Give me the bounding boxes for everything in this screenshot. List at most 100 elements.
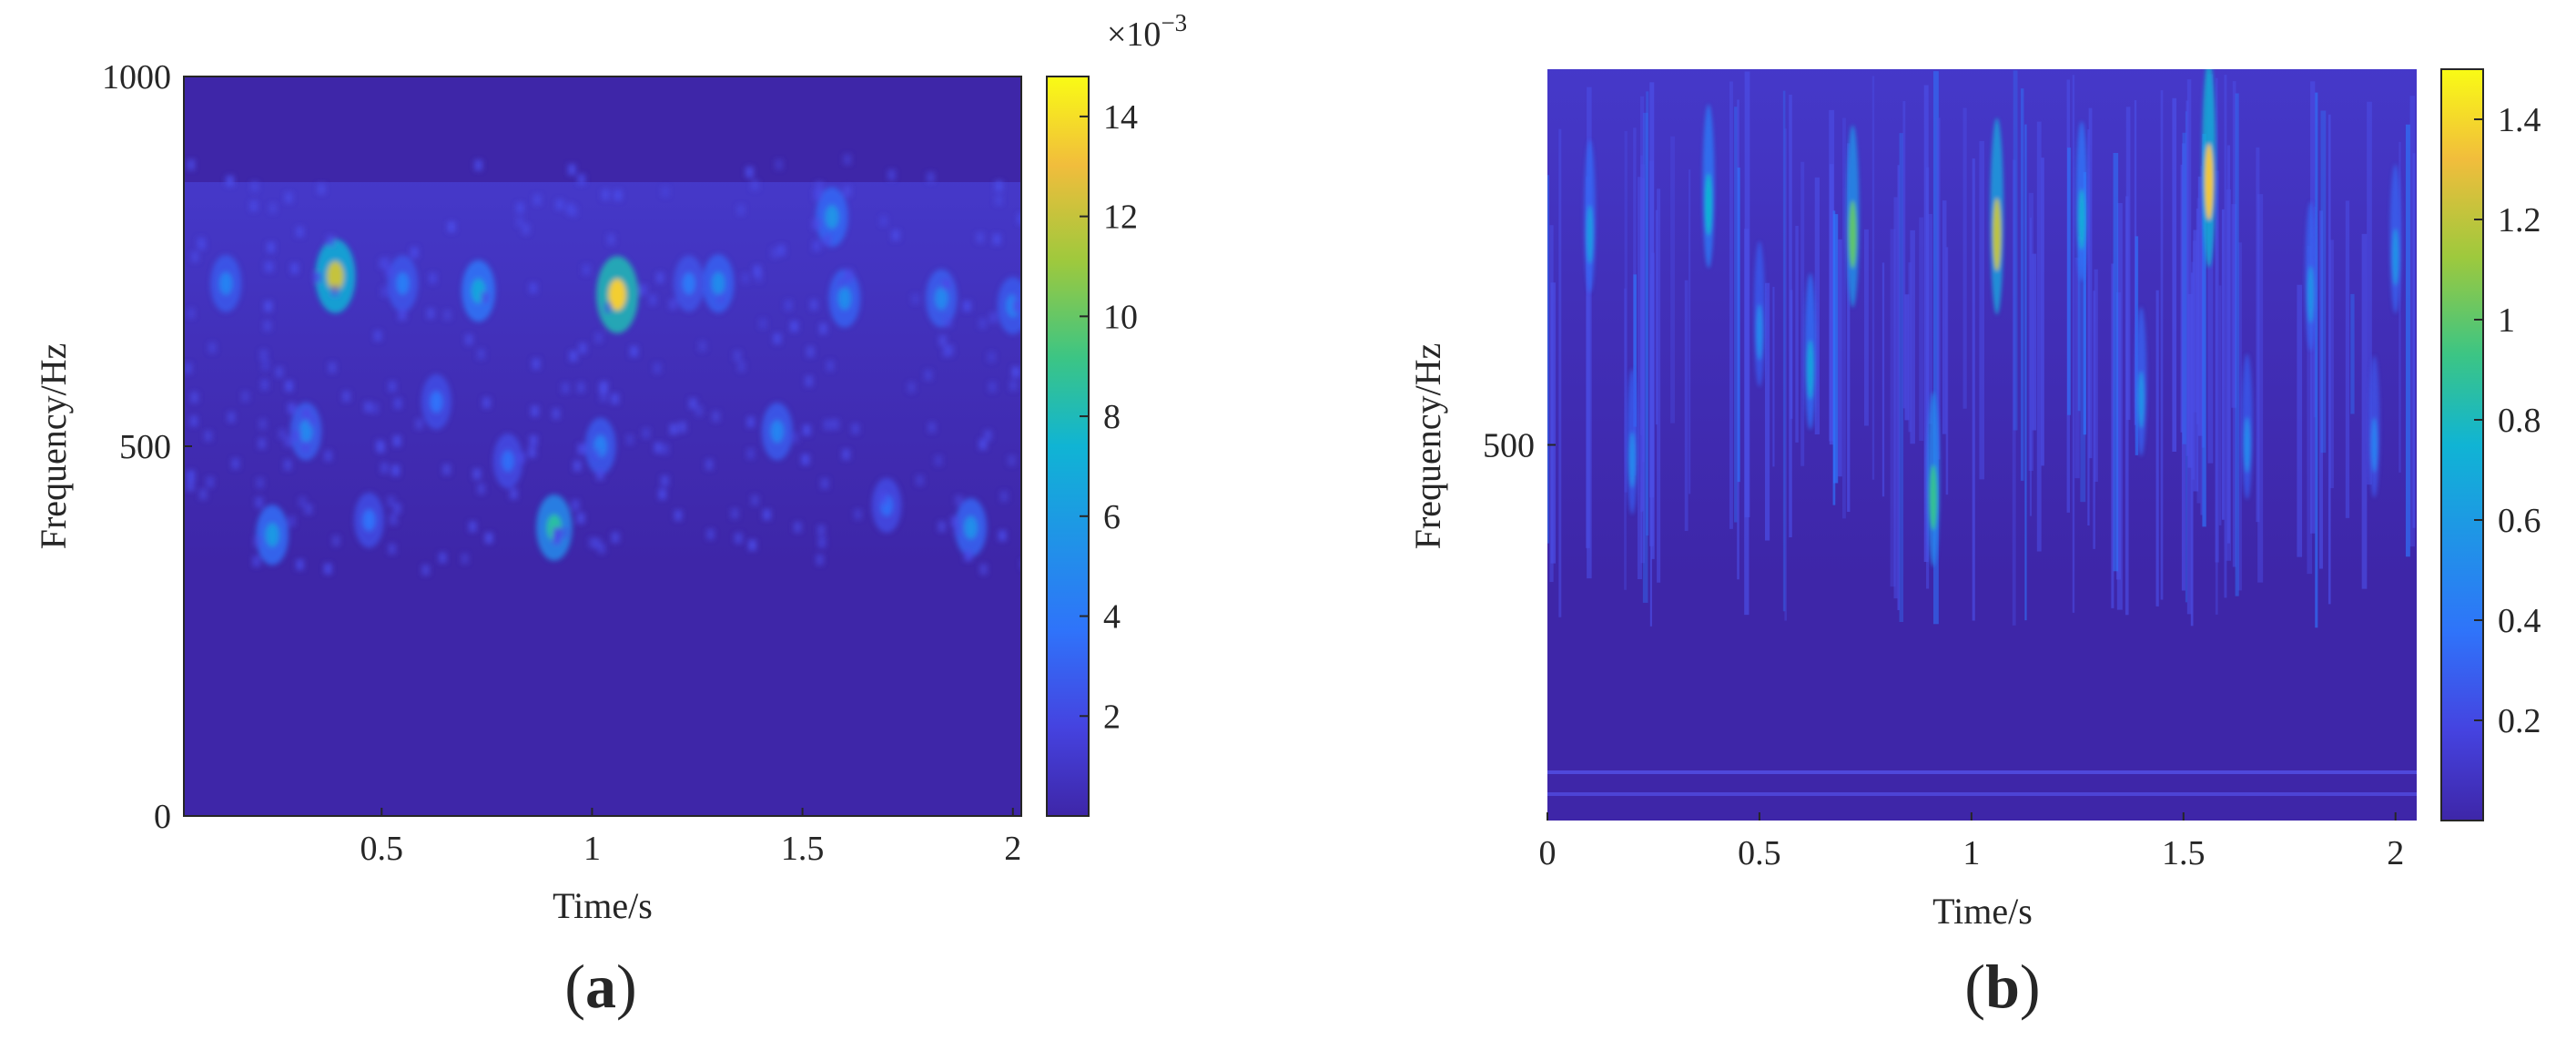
panel-a-hotspot xyxy=(770,420,785,444)
panel-a-cell xyxy=(964,550,973,562)
panel-a-cell xyxy=(998,530,1007,542)
panel-b-hotspot xyxy=(2307,266,2315,323)
panel-a-cell xyxy=(388,381,397,393)
panel-a-hotspot xyxy=(964,515,978,540)
panel-a-cell xyxy=(531,405,540,417)
panel-a-cell xyxy=(705,459,714,471)
panel-a-cell xyxy=(812,219,821,230)
panel-a-cell xyxy=(599,391,608,403)
panel-b-hotspot xyxy=(1849,200,1857,269)
panel-a-ytick-label: 500 xyxy=(119,428,171,466)
panel-a-cell xyxy=(326,234,335,246)
panel-a-cell xyxy=(928,422,937,433)
panel-b-letter: b xyxy=(1985,952,2020,1021)
panel-a-cell xyxy=(1017,213,1021,225)
panel-a-cell xyxy=(300,441,309,453)
panel-a-cell xyxy=(298,496,307,508)
panel-a-cell xyxy=(464,333,473,345)
panel-a-hotspot xyxy=(837,286,852,311)
panel-b-xtick-label: 1 xyxy=(1962,834,1980,872)
panel-a-cell xyxy=(190,251,199,263)
panel-a-cell xyxy=(206,476,215,488)
panel-a-cell xyxy=(532,358,541,370)
panel-a-cell xyxy=(189,415,198,427)
panel-a-cell xyxy=(284,192,293,204)
panel-a-xtick-label: 1 xyxy=(583,830,601,868)
panel-a-cell xyxy=(375,439,384,451)
panel-a-cell xyxy=(1007,454,1016,466)
panel-a-cell xyxy=(592,448,601,460)
panel-a-cell xyxy=(813,189,822,200)
panel-a-cell xyxy=(878,490,887,502)
panel-a-cell xyxy=(755,271,764,283)
panel-a-multiplier-base: ×10 xyxy=(1107,15,1161,54)
panel-a-colorbar xyxy=(1046,76,1090,817)
panel-a-cell xyxy=(594,331,603,343)
panel-a-cell xyxy=(745,167,754,178)
panel-b-xtick-label: 1.5 xyxy=(2162,834,2206,872)
panel-a-letter: a xyxy=(585,952,616,1021)
panel-a-cell xyxy=(259,418,268,430)
panel-a-cell xyxy=(841,449,850,461)
panel-a-cell xyxy=(994,194,1003,206)
panel-b-hotspot xyxy=(1756,304,1763,361)
panel-a-cell xyxy=(655,271,664,283)
panel-a-cell xyxy=(987,351,996,362)
panel-a-cell xyxy=(999,491,1009,503)
panel-a-cell xyxy=(891,229,900,241)
panel-a-cell xyxy=(639,284,648,296)
panel-a-cell xyxy=(256,477,265,489)
panel-a-cell xyxy=(938,521,947,533)
panel-a-cell xyxy=(292,429,301,441)
panel-a-cell xyxy=(648,294,657,306)
panel-a-cell xyxy=(284,435,293,447)
panel-a-cell xyxy=(674,509,683,521)
panel-a-cell xyxy=(379,258,388,270)
panel-a-cell xyxy=(826,360,835,372)
panel-a-cell xyxy=(249,200,259,212)
panel-a-cell xyxy=(295,226,304,238)
panel-a: 0.5 1 1.5 2 0 500 1000 Frequency/Hz Time/s 2 4 6… xyxy=(33,9,1187,1021)
panel-b-hotspot xyxy=(1705,173,1713,236)
panel-a-cell xyxy=(837,277,846,289)
panel-a-cell xyxy=(962,301,971,312)
panel-a-cell xyxy=(253,535,262,547)
panel-a-cell xyxy=(447,221,456,233)
panel-a-cell xyxy=(255,496,264,508)
panel-a-cell xyxy=(555,199,564,210)
panel-b-xlabel: Time/s xyxy=(1932,891,2033,932)
panel-a-cell xyxy=(553,533,562,545)
panel-a-cell xyxy=(688,398,697,410)
panel-a-cell xyxy=(746,416,756,428)
panel-a-cell xyxy=(978,318,987,330)
panel-a-cell xyxy=(472,468,482,480)
panel-a-cell xyxy=(304,504,313,515)
panel-a-ytick-label: 0 xyxy=(154,798,171,836)
panel-a-cell xyxy=(187,159,196,171)
panel-a-cell xyxy=(790,321,799,332)
panel-a-cell xyxy=(907,382,916,393)
panel-a-cell xyxy=(790,432,799,444)
panel-b-colorbar-tick-label: 1.4 xyxy=(2498,101,2541,139)
panel-a-cell xyxy=(266,261,275,273)
panel-a-cell xyxy=(384,265,393,277)
panel-a-cell xyxy=(802,424,811,436)
panel-a-cell xyxy=(287,403,296,414)
panel-a-cell xyxy=(250,180,259,192)
panel-a-cell xyxy=(515,202,524,214)
panel-a-cell xyxy=(308,415,317,427)
panel-a-multiplier-exponent: −3 xyxy=(1161,9,1187,36)
panel-a-cell xyxy=(989,311,998,323)
panel-a-hotspot xyxy=(682,272,695,295)
panel-a-cell xyxy=(302,408,311,420)
panel-b-xtick-label: 0 xyxy=(1539,834,1557,872)
panel-a-cell xyxy=(290,262,299,274)
panel-a-cell xyxy=(983,430,992,442)
panel-a-cell xyxy=(806,346,815,358)
panel-a-cell xyxy=(753,265,762,277)
panel-a-cell xyxy=(916,474,925,486)
panel-a-cell xyxy=(976,231,985,243)
panel-a-cell xyxy=(410,247,419,259)
panel-a-cell xyxy=(323,563,332,575)
